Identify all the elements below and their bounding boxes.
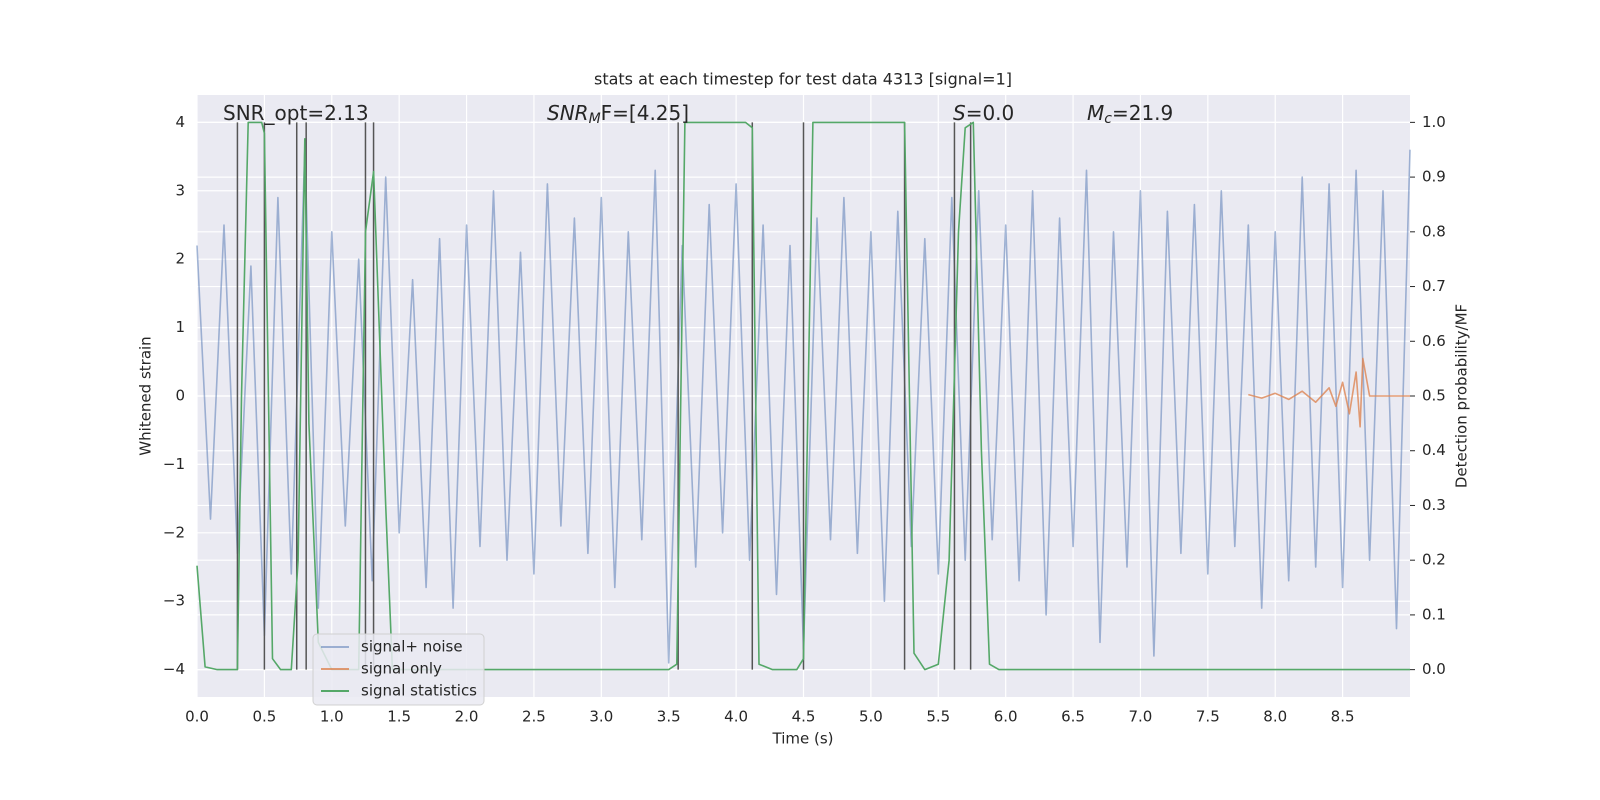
y2-tick-label: 0.3 [1422,496,1446,514]
y-tick-label: 1 [175,318,185,336]
y-tick-label: 4 [175,113,185,131]
y2-tick-label: 0.6 [1422,332,1446,350]
series-line [1248,357,1410,428]
annotation: Mc=21.9 [1087,101,1173,128]
annotation-sub: c [1104,111,1112,127]
x-tick-label: 3.5 [657,708,681,726]
annotation-text: S [953,101,966,125]
x-tick-label: 5.5 [926,708,950,726]
x-tick-label: 8.0 [1263,708,1287,726]
y2-tick-label: 0.4 [1422,441,1446,459]
chart-title: stats at each timestep for test data 431… [594,70,1012,89]
x-tick-label: 0.5 [252,708,276,726]
annotation-text: SNR [547,101,589,125]
y2-tick-label: 0.9 [1422,168,1446,186]
legend-label: signal only [361,660,442,678]
y2-tick-label: 0.1 [1422,605,1446,623]
x-tick-label: 2.0 [455,708,479,726]
y-tick-label: 3 [175,181,185,199]
annotation: S=0.0 [953,101,1014,125]
annotation-rest: =21.9 [1112,101,1173,125]
annotation-rest: F=[4.25] [601,101,689,125]
y-axis-label: Whitened strain [137,336,155,455]
x-tick-label: 2.5 [522,708,546,726]
y2-tick-label: 0.5 [1422,387,1446,405]
y-tick-label: 2 [175,250,185,268]
legend-label: signal+ noise [361,638,463,656]
x-tick-label: 4.5 [792,708,816,726]
y-tick-label: −2 [163,523,185,541]
y2-axis-label: Detection probability/MF [1453,304,1471,488]
legend-box [312,633,485,706]
annotation-text: SNR_opt=2.13 [223,101,369,125]
x-tick-label: 1.0 [320,708,344,726]
x-axis-label: Time (s) [772,730,834,748]
y-tick-label: −1 [163,455,185,473]
y-tick-label: −3 [163,592,185,610]
x-tick-label: 5.0 [859,708,883,726]
annotation-rest: =0.0 [966,101,1015,125]
annotation-sub: M [589,111,601,127]
y2-tick-label: 0.7 [1422,277,1446,295]
annotation: SNR_opt=2.13 [223,101,369,125]
y-tick-label: 0 [175,387,185,405]
annotation: SNRMF=[4.25] [547,101,689,128]
x-tick-label: 7.0 [1129,708,1153,726]
x-tick-label: 6.0 [994,708,1018,726]
x-tick-label: 7.5 [1196,708,1220,726]
y2-tick-label: 0.2 [1422,551,1446,569]
y-tick-label: −4 [163,660,185,678]
x-tick-label: 3.0 [589,708,613,726]
x-tick-label: 1.5 [387,708,411,726]
y2-tick-label: 1.0 [1422,113,1446,131]
series-line [196,121,1410,671]
y2-tick-label: 0.8 [1422,222,1446,240]
x-tick-label: 8.5 [1331,708,1355,726]
y2-tick-label: 0.0 [1422,660,1446,678]
x-tick-label: 0.0 [185,708,209,726]
x-tick-label: 6.5 [1061,708,1085,726]
x-tick-label: 4.0 [724,708,748,726]
annotation-text: M [1087,101,1104,125]
legend-label: signal statistics [361,682,477,700]
